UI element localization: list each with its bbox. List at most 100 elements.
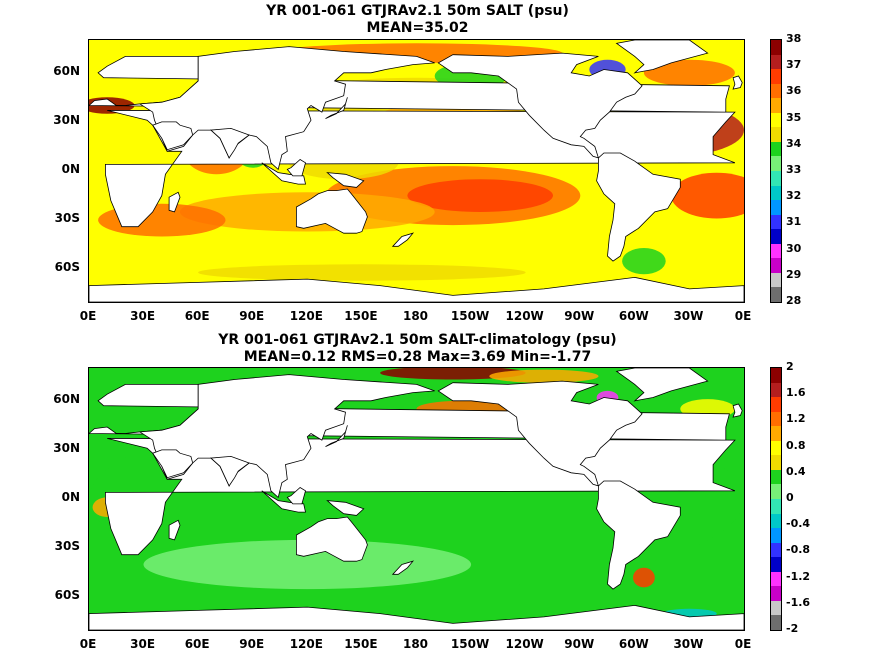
india-landmass: [209, 127, 250, 159]
colorbar-swatch: [771, 426, 781, 442]
colorbar-swatch: [771, 229, 781, 245]
x-tick-label: 60W: [618, 309, 649, 323]
colorbar-swatch: [771, 243, 781, 259]
x-tick-label: 180: [402, 309, 429, 323]
colorbar-swatch: [771, 200, 781, 216]
colorbar-label: -2: [786, 622, 799, 635]
top-map-svg: [89, 40, 744, 302]
x-tick-label: 30E: [130, 637, 156, 651]
x-tick-label: 150W: [450, 309, 490, 323]
colorbar-label: 0.8: [786, 438, 806, 452]
indonesia-landmass: [261, 162, 306, 185]
colorbar-swatch: [771, 127, 781, 143]
antarctica-landmass: [89, 276, 744, 302]
colorbar-label: 28: [786, 294, 802, 307]
colorbar-swatch: [771, 83, 781, 99]
colorbar-swatch: [771, 528, 781, 544]
colorbar-swatch: [771, 287, 781, 303]
australia-landmass: [295, 188, 368, 234]
colorbar-label: 0.4: [786, 464, 806, 478]
colorbar-label: 33: [786, 163, 802, 176]
x-tick-label: 60E: [184, 309, 210, 323]
x-tick-label: 60W: [618, 637, 649, 651]
north-america-landmass: [437, 52, 643, 159]
canadian-arctic-positive: [489, 369, 599, 383]
madagascar-landmass: [168, 519, 181, 541]
arabia-landmass: [152, 449, 194, 479]
colorbar-swatch: [771, 54, 781, 70]
x-tick-label: 0E: [734, 637, 752, 651]
greenland-landmass: [615, 368, 709, 402]
bottom-colorbar: [770, 367, 782, 631]
colorbar-swatch: [771, 411, 781, 427]
india-landmass: [209, 455, 250, 487]
colorbar-label: 29: [786, 267, 802, 281]
y-tick-label: 30N: [53, 440, 80, 455]
x-tick-label: 150E: [344, 637, 378, 651]
southern-ocean-band: [198, 264, 526, 281]
y-tick-label: 60S: [54, 260, 80, 275]
colorbar-swatch: [771, 141, 781, 157]
madagascar-landmass: [168, 191, 181, 213]
x-tick-label: 30W: [673, 637, 704, 651]
colorbar-swatch: [771, 557, 781, 573]
borneo-landmass: [286, 487, 306, 505]
bottom-map-svg: [89, 368, 744, 630]
new-zealand-landmass: [391, 232, 415, 247]
colorbar-swatch: [771, 382, 781, 398]
subpolar-north-atlantic: [643, 59, 735, 86]
y-tick-label: 30N: [53, 112, 80, 127]
colorbar-label: -1.6: [786, 595, 811, 609]
y-tick-label: 0N: [61, 490, 80, 504]
north-america-landmass: [437, 380, 643, 487]
y-tick-label: 60N: [53, 391, 80, 406]
japan-landmass: [325, 425, 348, 447]
x-tick-label: 90E: [239, 637, 265, 651]
antarctica-landmass: [89, 604, 744, 630]
x-tick-label: 90W: [564, 309, 595, 323]
colorbar-label: 35: [786, 110, 802, 124]
colorbar-swatch: [771, 615, 781, 631]
colorbar-swatch: [771, 98, 781, 114]
colorbar-swatch: [771, 69, 781, 85]
japan-landmass: [325, 97, 348, 119]
asia-landmass: [138, 374, 435, 499]
colorbar-swatch: [771, 214, 781, 230]
colorbar-swatch: [771, 185, 781, 201]
colorbar-swatch: [771, 484, 781, 500]
south-america-landmass: [596, 152, 681, 262]
colorbar-swatch: [771, 272, 781, 288]
beaufort-sea-high: [380, 368, 526, 380]
colorbar-swatch: [771, 258, 781, 274]
colorbar-label: 31: [786, 215, 802, 229]
bottom-chart-title: YR 001-061 GTJRAv2.1 50m SALT-climatolog…: [218, 332, 617, 348]
x-tick-label: 180: [402, 637, 429, 651]
asia-landmass: [138, 46, 435, 171]
colorbar-swatch: [771, 455, 781, 471]
colorbar-swatch: [771, 469, 781, 485]
bottom-chart-subtitle: MEAN=0.12 RMS=0.28 Max=3.69 Min=-1.77: [243, 349, 592, 365]
arabia-landmass: [152, 121, 194, 151]
colorbar-label: 38: [786, 32, 802, 45]
borneo-landmass: [286, 159, 306, 177]
colorbar-swatch: [771, 397, 781, 413]
y-tick-label: 60N: [53, 63, 80, 78]
colorbar-swatch: [771, 112, 781, 128]
top-chart-subtitle: MEAN=35.02: [366, 20, 469, 36]
indonesia-landmass: [261, 490, 306, 513]
colorbar-label: 30: [786, 241, 802, 255]
colorbar-swatch: [771, 499, 781, 515]
bottom-anomaly-map: [88, 367, 745, 631]
south-america-landmass: [596, 480, 681, 590]
south-atlantic-high: [671, 172, 744, 219]
top-chart-title: YR 001-061 GTJRAv2.1 50m SALT (psu): [266, 3, 569, 19]
colorbar-label: -0.8: [786, 543, 811, 557]
colorbar-label: -1.2: [786, 569, 811, 583]
x-tick-label: 120E: [289, 637, 323, 651]
colorbar-swatch: [771, 513, 781, 529]
x-tick-label: 120E: [289, 309, 323, 323]
x-tick-label: 30E: [130, 309, 156, 323]
x-tick-label: 90W: [564, 637, 595, 651]
y-tick-label: 60S: [54, 588, 80, 603]
colorbar-label: 32: [786, 189, 802, 203]
